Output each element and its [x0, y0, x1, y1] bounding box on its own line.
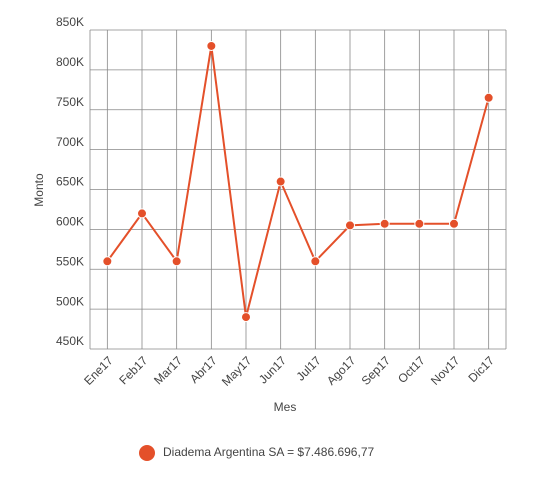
- x-tick-label: Mar17: [151, 353, 185, 387]
- data-point: [414, 218, 425, 229]
- x-tick-label: Abr17: [187, 353, 220, 386]
- data-point: [345, 220, 355, 231]
- data-point: [379, 218, 390, 229]
- y-tick-label: 600K: [56, 215, 84, 229]
- data-point: [137, 208, 147, 219]
- y-tick-label: 450K: [56, 334, 84, 348]
- legend-label: Diadema Argentina SA = $7.486.696,77: [163, 445, 374, 459]
- legend-marker: [139, 445, 155, 461]
- data-point: [206, 40, 217, 51]
- y-tick-label: 700K: [56, 135, 84, 149]
- x-tick-label: Oct17: [395, 353, 428, 386]
- series-line: [106, 45, 490, 318]
- x-tick-label: May17: [219, 353, 255, 389]
- y-axis-label: Monto: [32, 173, 46, 207]
- data-point: [275, 176, 286, 187]
- y-tick-label: 500K: [56, 294, 84, 308]
- x-tick-label: Nov17: [428, 353, 463, 388]
- x-tick-label: Jun17: [256, 353, 289, 386]
- y-tick-label: 550K: [56, 254, 84, 268]
- data-point: [449, 218, 459, 229]
- y-tick-label: 750K: [56, 95, 84, 109]
- data-point: [483, 92, 494, 103]
- x-tick-label: Jul17: [294, 353, 324, 383]
- data-point: [241, 312, 251, 323]
- data-point: [102, 256, 113, 267]
- x-axis-label: Mes: [274, 400, 297, 414]
- x-tick-label: Feb17: [116, 353, 150, 387]
- x-tick-label: Ene17: [81, 353, 116, 388]
- x-tick-label: Sep17: [359, 353, 394, 388]
- y-tick-label: 650K: [56, 175, 84, 189]
- data-point: [171, 256, 182, 267]
- y-tick-label: 800K: [56, 55, 84, 69]
- x-tick-label: Ago17: [324, 353, 359, 388]
- y-tick-label: 850K: [56, 15, 84, 29]
- data-point: [310, 256, 321, 267]
- x-tick-label: Dic17: [465, 353, 497, 385]
